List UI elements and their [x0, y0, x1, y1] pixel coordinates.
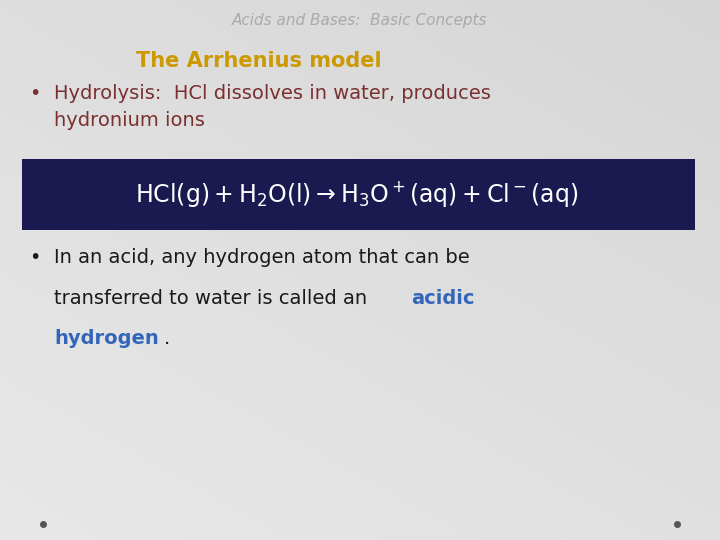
Text: hydronium ions: hydronium ions [54, 111, 205, 130]
FancyBboxPatch shape [22, 159, 695, 230]
Text: $\rm HCl(g) + H_2O(l) \rightarrow H_3O^+(aq) + Cl^-(aq)$: $\rm HCl(g) + H_2O(l) \rightarrow H_3O^+… [135, 179, 578, 210]
Text: acidic: acidic [411, 289, 474, 308]
Text: •: • [29, 84, 40, 103]
Text: •: • [29, 248, 40, 267]
Text: Acids and Bases:  Basic Concepts: Acids and Bases: Basic Concepts [233, 14, 487, 29]
Text: hydrogen: hydrogen [54, 329, 158, 348]
Text: Hydrolysis:  HCl dissolves in water, produces: Hydrolysis: HCl dissolves in water, prod… [54, 84, 491, 103]
Text: In an acid, any hydrogen atom that can be: In an acid, any hydrogen atom that can b… [54, 248, 469, 267]
Text: transferred to water is called an: transferred to water is called an [54, 289, 374, 308]
Text: The Arrhenius model: The Arrhenius model [136, 51, 382, 71]
Text: .: . [163, 329, 170, 348]
